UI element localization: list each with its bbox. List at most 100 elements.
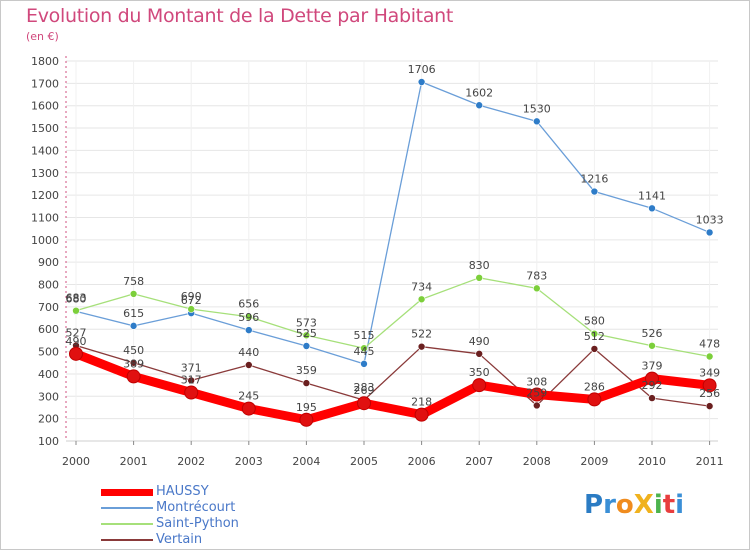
- data-label: 445: [354, 345, 375, 358]
- data-label: 450: [123, 344, 144, 357]
- data-label: 349: [699, 366, 720, 379]
- series-line-saintpython: [75, 277, 710, 358]
- legend-label: Vertain: [156, 532, 203, 547]
- data-point: [472, 378, 487, 393]
- data-point: [357, 396, 371, 411]
- data-label: 783: [526, 269, 547, 282]
- data-label: 680: [66, 292, 87, 305]
- data-point: [245, 312, 253, 321]
- x-tick-label: 2005: [350, 455, 378, 468]
- data-point: [129, 290, 138, 298]
- y-tick-label: 800: [38, 279, 59, 292]
- data-point: [645, 371, 659, 386]
- data-point: [72, 306, 80, 315]
- data-label: 690: [181, 290, 202, 303]
- y-tick-label: 600: [38, 323, 59, 336]
- logo-letter: P: [584, 490, 604, 520]
- data-label: 580: [584, 315, 605, 328]
- data-point: [648, 394, 656, 402]
- data-label: 292: [642, 379, 663, 392]
- y-tick-label: 400: [38, 368, 59, 381]
- data-label: 656: [238, 298, 259, 311]
- y-tick-label: 300: [38, 390, 59, 403]
- data-label: 478: [699, 338, 720, 351]
- data-label: 245: [238, 390, 259, 403]
- x-tick-label: 2011: [696, 455, 724, 468]
- data-point: [532, 117, 541, 126]
- data-label: 269: [354, 384, 375, 397]
- data-point: [360, 344, 368, 353]
- data-label: 389: [123, 357, 144, 370]
- legend-item: Saint-Python: [101, 516, 331, 532]
- y-tick-label: 900: [38, 256, 59, 269]
- data-point: [299, 412, 314, 427]
- data-point: [184, 385, 199, 400]
- data-label: 734: [411, 280, 432, 293]
- x-tick-label: 2010: [638, 455, 666, 468]
- data-label: 1141: [638, 189, 666, 202]
- data-point: [302, 342, 311, 350]
- data-point: [587, 392, 602, 407]
- data-point: [417, 342, 426, 351]
- data-point: [129, 322, 138, 330]
- logo-letter: i: [675, 490, 685, 520]
- data-label: 286: [584, 380, 605, 393]
- x-tick-label: 2008: [523, 455, 551, 468]
- y-tick-label: 1200: [31, 189, 59, 202]
- y-tick-label: 1800: [31, 55, 59, 68]
- data-point: [532, 284, 541, 293]
- data-label: 522: [411, 328, 432, 341]
- data-label: 283: [354, 381, 375, 394]
- data-label: 218: [411, 396, 432, 409]
- data-point: [129, 358, 138, 367]
- data-label: 672: [181, 294, 202, 307]
- data-label: 308: [526, 376, 547, 389]
- data-label: 350: [469, 366, 490, 379]
- x-tick-label: 2001: [120, 455, 148, 468]
- data-label: 1530: [523, 102, 551, 115]
- data-point: [648, 341, 656, 350]
- data-point: [475, 274, 484, 282]
- legend-label: Montrécourt: [156, 500, 236, 515]
- data-label: 515: [354, 329, 375, 342]
- x-tick-label: 2004: [292, 455, 320, 468]
- logo-letter: i: [653, 490, 663, 520]
- legend-swatch: [101, 507, 153, 509]
- data-label: 573: [296, 316, 317, 329]
- data-label: 195: [296, 401, 317, 414]
- y-tick-label: 1400: [31, 144, 59, 157]
- y-tick-label: 1000: [31, 234, 59, 247]
- data-point: [475, 101, 484, 110]
- data-point: [245, 361, 253, 369]
- data-point: [705, 352, 714, 361]
- x-tick-label: 2003: [235, 455, 263, 468]
- data-point: [187, 305, 195, 313]
- data-point: [648, 204, 656, 213]
- legend-label: Saint-Python: [156, 516, 239, 531]
- logo-letter: X: [633, 490, 654, 520]
- data-point: [69, 346, 83, 361]
- y-tick-label: 100: [38, 435, 59, 448]
- data-label: 830: [469, 259, 490, 272]
- series-line-haussy: [74, 349, 711, 425]
- data-point: [590, 329, 599, 338]
- logo-letter: t: [662, 490, 676, 520]
- legend-swatch: [101, 488, 153, 496]
- data-label: 317: [181, 373, 202, 386]
- data-label: 371: [181, 361, 202, 374]
- data-point: [302, 379, 311, 387]
- line-chart: 100 200 300 400 500 600 700 800 900 1000 1100 1200 1…: [31, 55, 724, 468]
- data-point: [360, 360, 368, 368]
- data-point: [417, 295, 426, 304]
- legend-item: HAUSSY: [101, 484, 331, 500]
- y-tick-label: 200: [38, 413, 59, 426]
- data-label: 259: [526, 386, 547, 399]
- data-label: 512: [584, 330, 605, 343]
- y-tick-label: 1500: [31, 122, 59, 135]
- y-tick-label: 700: [38, 301, 59, 314]
- legend-label: HAUSSY: [156, 484, 209, 499]
- data-point: [532, 401, 541, 410]
- x-tick-label: 2002: [177, 455, 205, 468]
- data-point: [414, 407, 429, 422]
